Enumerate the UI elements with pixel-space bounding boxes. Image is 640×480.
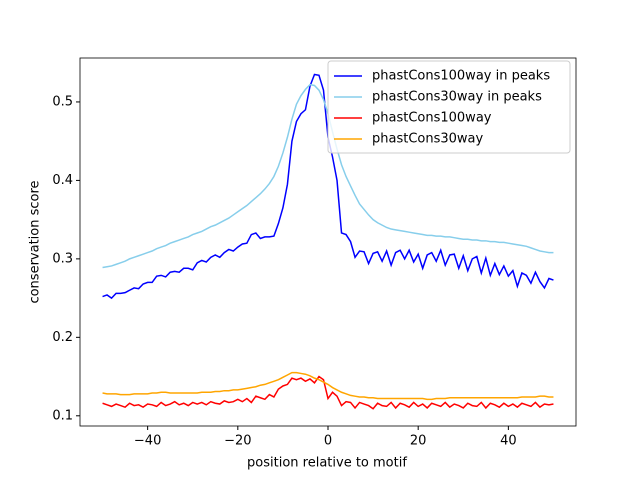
x-tick-label: −20: [224, 434, 251, 449]
y-axis-label: conservation score: [28, 180, 43, 303]
y-tick-label: 0.3: [52, 251, 73, 266]
y-tick-label: 0.5: [52, 94, 73, 109]
series-line: [102, 375, 554, 410]
x-tick-label: 40: [500, 434, 517, 449]
x-tick-label: 20: [410, 434, 427, 449]
legend-label: phastCons30way: [372, 132, 484, 147]
x-tick-label: −40: [134, 434, 161, 449]
legend-label: phastCons30way in peaks: [372, 90, 542, 105]
y-tick-label: 0.4: [52, 173, 73, 188]
plot-frame: [79, 57, 577, 427]
x-tick-label: 0: [324, 434, 332, 449]
legend-box: [327, 60, 571, 154]
legend-label: phastCons100way: [372, 111, 492, 126]
x-axis-label: position relative to motif: [247, 456, 407, 471]
series-line: [102, 371, 554, 401]
y-tick-label: 0.1: [52, 408, 73, 423]
y-tick-label: 0.2: [52, 330, 73, 345]
legend-label: phastCons100way in peaks: [372, 69, 550, 84]
